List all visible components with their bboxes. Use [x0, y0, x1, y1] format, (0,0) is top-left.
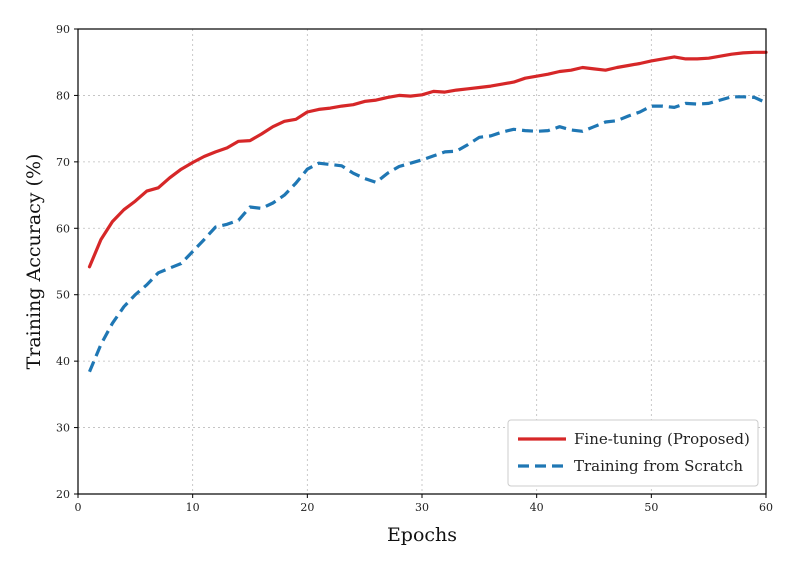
legend: Fine-tuning (Proposed) Training from Scr…	[507, 419, 759, 487]
x-tick-label: 0	[75, 501, 82, 514]
y-tick-label: 90	[56, 23, 70, 36]
y-tick-label: 40	[56, 355, 70, 368]
x-tick-label: 30	[415, 501, 429, 514]
y-tick-label: 50	[56, 289, 70, 302]
x-tick-label: 40	[530, 501, 544, 514]
legend-label-fine-tuning: Fine-tuning (Proposed)	[574, 430, 750, 448]
series-line-fine-tuning	[87, 50, 768, 269]
y-tick-label: 30	[56, 422, 70, 435]
y-tick-label: 20	[56, 488, 70, 501]
series-line-scratch	[88, 95, 767, 373]
y-axis-title: Training Accuracy (%)	[23, 154, 45, 370]
y-tick-label: 70	[56, 156, 70, 169]
legend-label-scratch: Training from Scratch	[574, 457, 743, 475]
x-tick-label: 50	[644, 501, 658, 514]
x-axis-title: Epochs	[387, 524, 457, 546]
axis-ticks: 0 10 20 30 40 50 60 20 30 40 50 60 70 80 90	[56, 23, 773, 514]
x-tick-label: 60	[759, 501, 773, 514]
x-tick-label: 20	[300, 501, 314, 514]
x-tick-label: 10	[186, 501, 200, 514]
y-tick-label: 60	[56, 222, 70, 235]
y-tick-label: 80	[56, 89, 70, 102]
series-layer	[87, 50, 768, 373]
legend-box	[507, 419, 759, 487]
